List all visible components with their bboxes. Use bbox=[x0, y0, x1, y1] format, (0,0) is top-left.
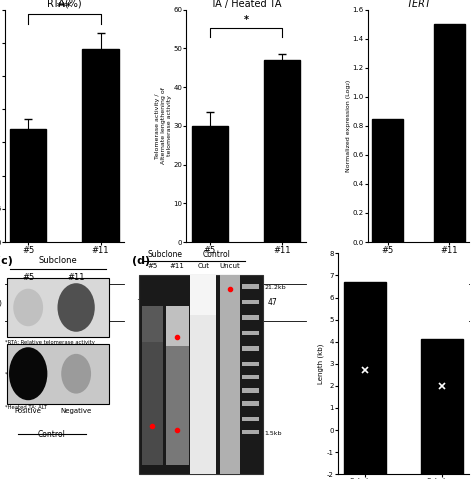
Text: #5: #5 bbox=[147, 263, 157, 269]
Text: Control: Control bbox=[38, 430, 65, 439]
Text: ***: *** bbox=[57, 2, 72, 12]
Bar bbox=[242, 417, 259, 421]
Text: 17: 17 bbox=[33, 298, 43, 307]
Text: 30: 30 bbox=[215, 298, 225, 307]
Text: *RTA: Relative telomerase activity: *RTA: Relative telomerase activity bbox=[5, 340, 95, 345]
Text: TERT: TERT bbox=[349, 299, 366, 306]
Bar bbox=[242, 346, 259, 351]
Ellipse shape bbox=[13, 289, 43, 326]
Ellipse shape bbox=[61, 354, 91, 394]
Text: 21.2kb: 21.2kb bbox=[264, 285, 286, 290]
Bar bbox=[421, 340, 463, 474]
Text: (c): (c) bbox=[0, 256, 13, 265]
Bar bbox=[166, 307, 189, 466]
Title: TERT: TERT bbox=[406, 0, 431, 9]
Text: 47: 47 bbox=[267, 298, 277, 307]
Text: *TA: Telomerase Activity: *TA: Telomerase Activity bbox=[5, 372, 69, 377]
Ellipse shape bbox=[9, 347, 47, 400]
Bar bbox=[142, 307, 163, 466]
Text: *: * bbox=[244, 15, 248, 25]
Title: RTA(%): RTA(%) bbox=[47, 0, 82, 9]
Text: #5: #5 bbox=[22, 273, 34, 282]
Bar bbox=[142, 307, 163, 342]
Text: 29: 29 bbox=[86, 298, 95, 307]
Bar bbox=[10, 129, 46, 242]
Bar bbox=[242, 315, 259, 319]
Text: Cut: Cut bbox=[197, 263, 209, 269]
Text: RTA(%): RTA(%) bbox=[0, 299, 2, 306]
Bar bbox=[242, 375, 259, 379]
Bar bbox=[264, 60, 300, 242]
Bar bbox=[190, 275, 216, 315]
Bar bbox=[138, 275, 263, 474]
Bar bbox=[82, 49, 118, 242]
Bar bbox=[242, 388, 259, 392]
Y-axis label: Telomerase activity /
Alternate lengthening of
telomerase activity: Telomerase activity / Alternate lengthen… bbox=[155, 87, 172, 164]
Bar bbox=[242, 331, 259, 335]
Bar bbox=[434, 24, 465, 242]
Bar bbox=[242, 401, 259, 406]
Ellipse shape bbox=[57, 283, 95, 332]
Text: 1.5kb: 1.5kb bbox=[264, 431, 282, 436]
Text: #11: #11 bbox=[67, 273, 85, 282]
Text: Negative: Negative bbox=[61, 408, 92, 414]
Bar bbox=[242, 285, 259, 289]
Text: Uncut: Uncut bbox=[219, 263, 240, 269]
Bar bbox=[7, 344, 109, 403]
Bar bbox=[242, 300, 259, 304]
Text: *Heated TA: ALT: *Heated TA: ALT bbox=[5, 405, 47, 410]
Bar bbox=[190, 275, 216, 474]
Y-axis label: Normalized expression (Log₂): Normalized expression (Log₂) bbox=[346, 80, 351, 172]
Bar bbox=[166, 307, 189, 346]
Text: Subclone: Subclone bbox=[39, 256, 77, 264]
Bar bbox=[344, 282, 386, 474]
Text: (d): (d) bbox=[132, 256, 150, 265]
Text: Subclone: Subclone bbox=[148, 250, 183, 259]
Text: 0.8: 0.8 bbox=[390, 298, 402, 307]
Text: Control: Control bbox=[203, 250, 231, 259]
Bar bbox=[219, 275, 240, 474]
Text: TA/Heated TA: TA/Heated TA bbox=[137, 299, 184, 306]
Text: Positive: Positive bbox=[15, 408, 42, 414]
Bar bbox=[242, 362, 259, 366]
Bar bbox=[192, 126, 228, 242]
Bar bbox=[373, 118, 403, 242]
Text: #11: #11 bbox=[170, 263, 185, 269]
Title: TA / Heated TA: TA / Heated TA bbox=[210, 0, 282, 9]
Bar bbox=[7, 278, 109, 337]
Y-axis label: Length (kb): Length (kb) bbox=[318, 343, 324, 384]
Text: 1.5: 1.5 bbox=[435, 298, 447, 307]
Bar bbox=[242, 430, 259, 434]
